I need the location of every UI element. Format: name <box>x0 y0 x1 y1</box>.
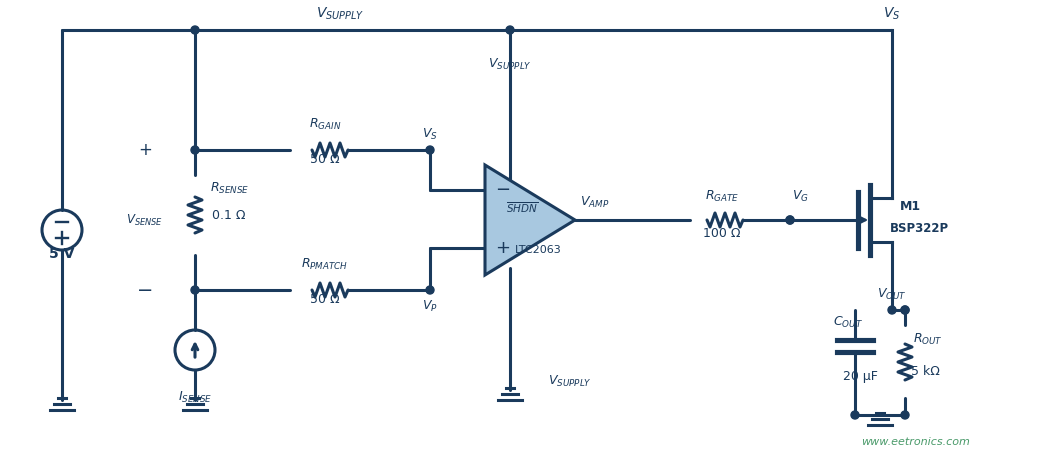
Text: $V_G$: $V_G$ <box>791 189 808 204</box>
Polygon shape <box>485 165 575 275</box>
Text: +: + <box>138 141 151 159</box>
Circle shape <box>506 26 514 34</box>
Circle shape <box>426 146 434 154</box>
Text: 5 kΩ: 5 kΩ <box>911 365 939 378</box>
Text: www.eetronics.com: www.eetronics.com <box>862 437 970 447</box>
Text: 50 Ω: 50 Ω <box>310 293 340 306</box>
Text: BSP322P: BSP322P <box>890 222 949 235</box>
Circle shape <box>191 26 199 34</box>
Text: −: − <box>137 280 154 300</box>
Text: $R_{GATE}$: $R_{GATE}$ <box>705 189 740 204</box>
Text: $V_{OUT}$: $V_{OUT}$ <box>877 287 907 302</box>
Text: $R_{OUT}$: $R_{OUT}$ <box>913 332 943 347</box>
Text: 20 μF: 20 μF <box>843 370 877 383</box>
Circle shape <box>426 286 434 294</box>
Text: $I_{SENSE}$: $I_{SENSE}$ <box>178 390 213 405</box>
Text: 0.1 Ω: 0.1 Ω <box>213 208 245 221</box>
Text: 5 V: 5 V <box>49 247 75 261</box>
Text: $R_{PMATCH}$: $R_{PMATCH}$ <box>301 257 348 272</box>
Text: $V_P$: $V_P$ <box>422 299 438 314</box>
Circle shape <box>901 411 909 419</box>
Text: $V_{SUPPLY}$: $V_{SUPPLY}$ <box>488 57 532 72</box>
Circle shape <box>191 286 199 294</box>
Circle shape <box>851 411 859 419</box>
Text: $V_S$: $V_S$ <box>884 6 901 23</box>
Text: $R_{SENSE}$: $R_{SENSE}$ <box>210 180 249 195</box>
Text: $V_{SUPPLY}$: $V_{SUPPLY}$ <box>548 374 592 389</box>
Text: LTC2063: LTC2063 <box>514 245 562 255</box>
Text: $V_{AMP}$: $V_{AMP}$ <box>580 195 609 210</box>
Text: $V_{SENSE}$: $V_{SENSE}$ <box>126 213 163 228</box>
Circle shape <box>786 216 794 224</box>
Text: 50 Ω: 50 Ω <box>310 153 340 166</box>
Polygon shape <box>485 165 575 275</box>
Text: 100 Ω: 100 Ω <box>703 227 741 240</box>
Text: −: − <box>495 181 510 199</box>
Text: $C_{OUT}$: $C_{OUT}$ <box>833 315 863 330</box>
Text: $R_{GAIN}$: $R_{GAIN}$ <box>309 117 341 132</box>
Circle shape <box>901 306 909 314</box>
Text: +: + <box>495 239 510 257</box>
Text: $V_S$: $V_S$ <box>422 127 438 142</box>
Text: $V_{SUPPLY}$: $V_{SUPPLY}$ <box>316 6 364 23</box>
Text: $\overline{SHDN}$: $\overline{SHDN}$ <box>506 201 538 215</box>
Circle shape <box>901 306 909 314</box>
Circle shape <box>888 306 896 314</box>
Circle shape <box>191 146 199 154</box>
Circle shape <box>786 216 794 224</box>
Text: M1: M1 <box>901 200 922 213</box>
